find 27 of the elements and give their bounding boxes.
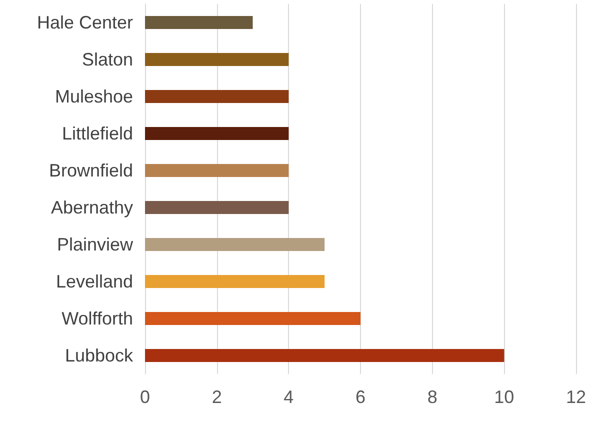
- y-tick-label: Slaton: [82, 50, 133, 70]
- x-tick-label: 4: [284, 387, 294, 407]
- y-tick-label: Lubbock: [64, 346, 134, 366]
- y-tick-label: Hale Center: [36, 12, 134, 32]
- y-tick-label: Brownfield: [48, 160, 133, 180]
- bar: [145, 201, 289, 214]
- y-tick-label: Wolfforth: [62, 308, 133, 328]
- y-tick-label: Littlefield: [62, 124, 133, 144]
- bar: [145, 275, 325, 288]
- x-tick-label: 0: [140, 387, 150, 407]
- bar: [145, 312, 360, 325]
- bar: [145, 127, 289, 140]
- y-tick-label: Levelland: [56, 272, 133, 292]
- y-tick-label: Plainview: [56, 234, 134, 254]
- x-tick-label: 6: [355, 387, 366, 407]
- x-tick-label: 2: [212, 387, 222, 407]
- y-tick-label: Abernathy: [50, 198, 133, 218]
- x-tick-label: 8: [427, 387, 438, 407]
- bar: [145, 349, 504, 362]
- x-tick-label: 10: [494, 387, 514, 407]
- bar: [145, 238, 325, 251]
- x-tick-label: 12: [566, 387, 586, 407]
- bar: [145, 16, 253, 29]
- y-tick-label: Muleshoe: [54, 86, 133, 106]
- bar: [145, 164, 289, 177]
- bar: [145, 53, 289, 66]
- bar: [145, 90, 289, 103]
